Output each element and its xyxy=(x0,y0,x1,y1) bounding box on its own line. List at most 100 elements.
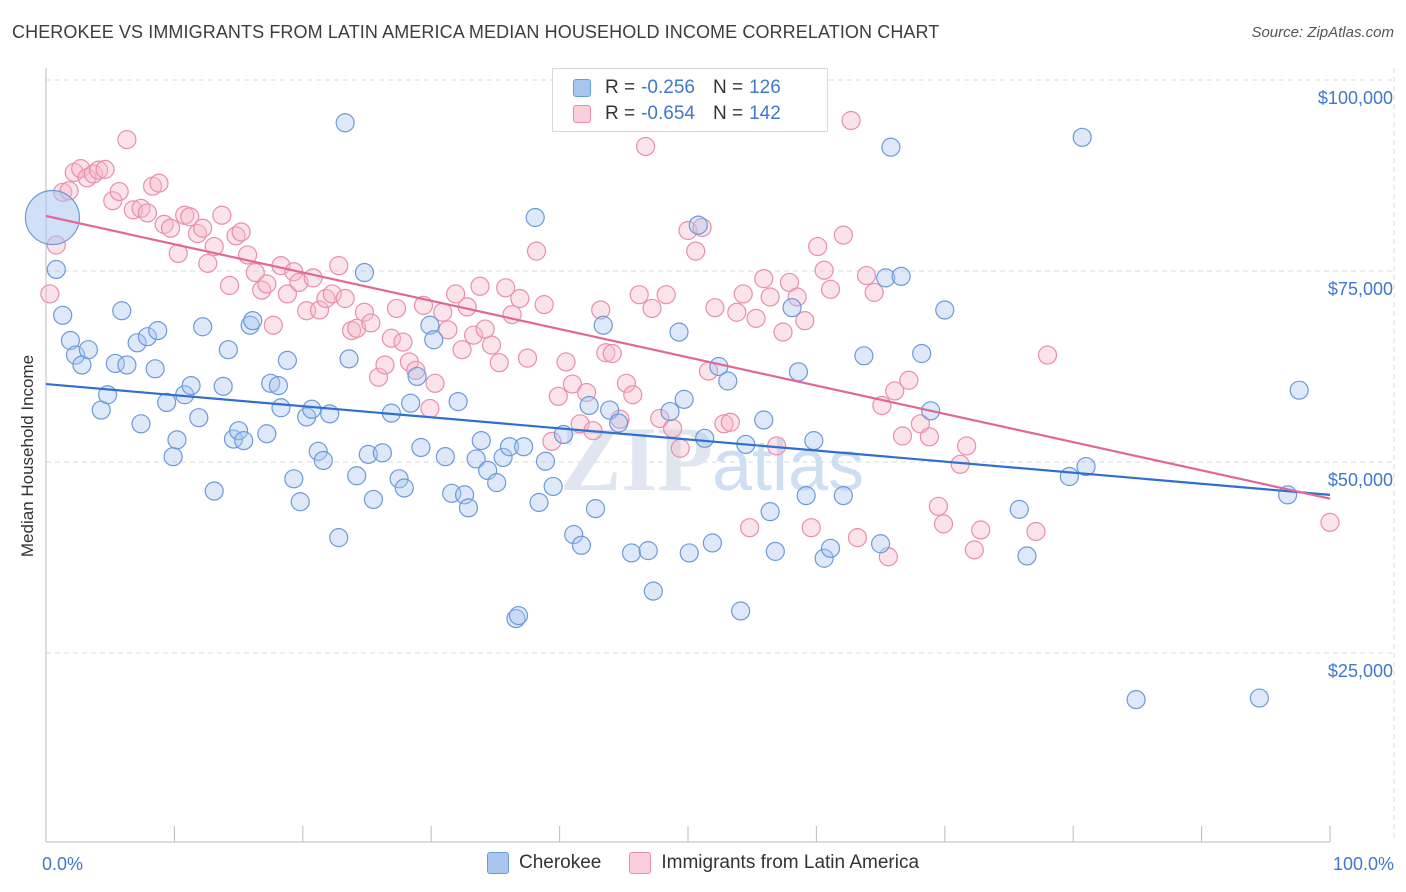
latin-america-point[interactable] xyxy=(109,181,129,202)
cherokee-point[interactable] xyxy=(137,327,158,347)
latin-america-point[interactable] xyxy=(650,408,670,429)
latin-america-point[interactable] xyxy=(864,282,884,302)
cherokee-point[interactable] xyxy=(302,399,322,419)
cherokee-point[interactable] xyxy=(148,320,168,341)
cherokee-point[interactable] xyxy=(660,401,680,422)
cherokee-point[interactable] xyxy=(229,421,249,441)
cherokee-point[interactable] xyxy=(189,408,209,428)
cherokee-point[interactable] xyxy=(579,395,599,416)
latin-america-point[interactable] xyxy=(919,427,939,447)
latin-america-point[interactable] xyxy=(137,203,158,223)
cherokee-point[interactable] xyxy=(782,298,802,318)
cherokee-point[interactable] xyxy=(638,541,658,561)
cherokee-point[interactable] xyxy=(145,359,165,379)
latin-america-point[interactable] xyxy=(636,136,656,157)
cherokee-point[interactable] xyxy=(127,333,147,353)
latin-america-point[interactable] xyxy=(231,222,251,242)
cherokee-point[interactable] xyxy=(193,317,213,337)
latin-america-point[interactable] xyxy=(252,280,272,300)
cherokee-point[interactable] xyxy=(506,609,526,629)
latin-america-point[interactable] xyxy=(686,241,706,261)
cherokee-point[interactable] xyxy=(458,498,479,518)
latin-america-point[interactable] xyxy=(83,164,104,184)
latin-america-point[interactable] xyxy=(368,367,389,387)
latin-america-point[interactable] xyxy=(562,374,583,394)
cherokee-point[interactable] xyxy=(389,469,409,489)
cherokee-point[interactable] xyxy=(804,431,824,451)
latin-america-point[interactable] xyxy=(526,241,547,261)
latin-america-point[interactable] xyxy=(438,320,458,340)
latin-america-point[interactable] xyxy=(445,284,466,304)
latin-america-point[interactable] xyxy=(964,540,984,560)
cherokee-point[interactable] xyxy=(881,137,901,157)
latin-america-point[interactable] xyxy=(406,360,426,380)
latin-america-point[interactable] xyxy=(212,205,232,225)
latin-america-point[interactable] xyxy=(656,285,676,305)
latin-america-point[interactable] xyxy=(257,274,277,294)
latin-america-point[interactable] xyxy=(95,159,115,179)
latin-america-point[interactable] xyxy=(720,412,740,432)
cherokee-point[interactable] xyxy=(1126,690,1146,710)
latin-america-point[interactable] xyxy=(309,300,330,320)
latin-america-point[interactable] xyxy=(489,353,509,373)
latin-america-point[interactable] xyxy=(386,298,407,319)
cherokee-point[interactable] xyxy=(354,262,375,283)
latin-america-point[interactable] xyxy=(1037,345,1058,365)
latin-america-point[interactable] xyxy=(957,436,977,456)
cherokee-point[interactable] xyxy=(271,398,291,418)
cherokee-point[interactable] xyxy=(257,424,277,444)
latin-america-point[interactable] xyxy=(1320,512,1340,532)
latin-america-point[interactable] xyxy=(820,279,841,299)
cherokee-point[interactable] xyxy=(765,541,785,561)
cherokee-point[interactable] xyxy=(117,355,137,375)
cherokee-point[interactable] xyxy=(1017,546,1037,566)
latin-america-point[interactable] xyxy=(542,431,562,451)
latin-america-point[interactable] xyxy=(277,284,297,304)
cherokee-point[interactable] xyxy=(167,430,187,450)
latin-america-point[interactable] xyxy=(220,275,240,296)
latin-america-point[interactable] xyxy=(602,343,622,364)
legend-item-latin-america[interactable]: Immigrants from Latin America xyxy=(629,852,919,874)
latin-america-point[interactable] xyxy=(885,381,905,401)
cherokee-point[interactable] xyxy=(394,478,414,498)
cherokee-point[interactable] xyxy=(424,330,444,350)
cherokee-point[interactable] xyxy=(243,311,263,331)
cherokee-point[interactable] xyxy=(284,469,304,489)
latin-america-point[interactable] xyxy=(496,278,516,298)
cherokee-point[interactable] xyxy=(65,345,86,365)
latin-america-point[interactable] xyxy=(347,318,367,338)
latin-america-point[interactable] xyxy=(591,300,611,320)
latin-america-point[interactable] xyxy=(629,285,649,305)
cherokee-point[interactable] xyxy=(1059,466,1079,487)
latin-america-point[interactable] xyxy=(381,328,401,348)
cherokee-point[interactable] xyxy=(688,215,708,235)
cherokee-point[interactable] xyxy=(112,301,132,321)
latin-america-point[interactable] xyxy=(971,520,991,540)
cherokee-point[interactable] xyxy=(363,489,384,510)
cherokee-point[interactable] xyxy=(1009,499,1029,519)
cherokee-point[interactable] xyxy=(674,389,694,409)
latin-america-point[interactable] xyxy=(517,348,538,368)
cherokee-point[interactable] xyxy=(514,437,534,457)
cherokee-point[interactable] xyxy=(46,259,66,280)
latin-america-point[interactable] xyxy=(616,373,636,393)
cherokee-point[interactable] xyxy=(339,349,359,369)
cherokee-point[interactable] xyxy=(290,492,310,512)
latin-america-point[interactable] xyxy=(787,287,807,307)
cherokee-point[interactable] xyxy=(1249,688,1269,708)
latin-america-point[interactable] xyxy=(481,335,502,355)
cherokee-point[interactable] xyxy=(788,362,809,382)
latin-america-point[interactable] xyxy=(670,438,690,458)
cherokee-point[interactable] xyxy=(329,528,349,548)
latin-america-point[interactable] xyxy=(740,518,760,538)
cherokee-point[interactable] xyxy=(407,366,427,387)
latin-america-point[interactable] xyxy=(746,308,766,328)
cherokee-point[interactable] xyxy=(876,268,896,288)
cherokee-point[interactable] xyxy=(600,400,620,420)
latin-america-point[interactable] xyxy=(329,256,349,276)
latin-america-point[interactable] xyxy=(335,288,355,309)
latin-america-point[interactable] xyxy=(425,373,445,393)
latin-america-point[interactable] xyxy=(160,218,181,238)
latin-america-point[interactable] xyxy=(187,223,208,244)
latin-america-point[interactable] xyxy=(856,265,877,286)
